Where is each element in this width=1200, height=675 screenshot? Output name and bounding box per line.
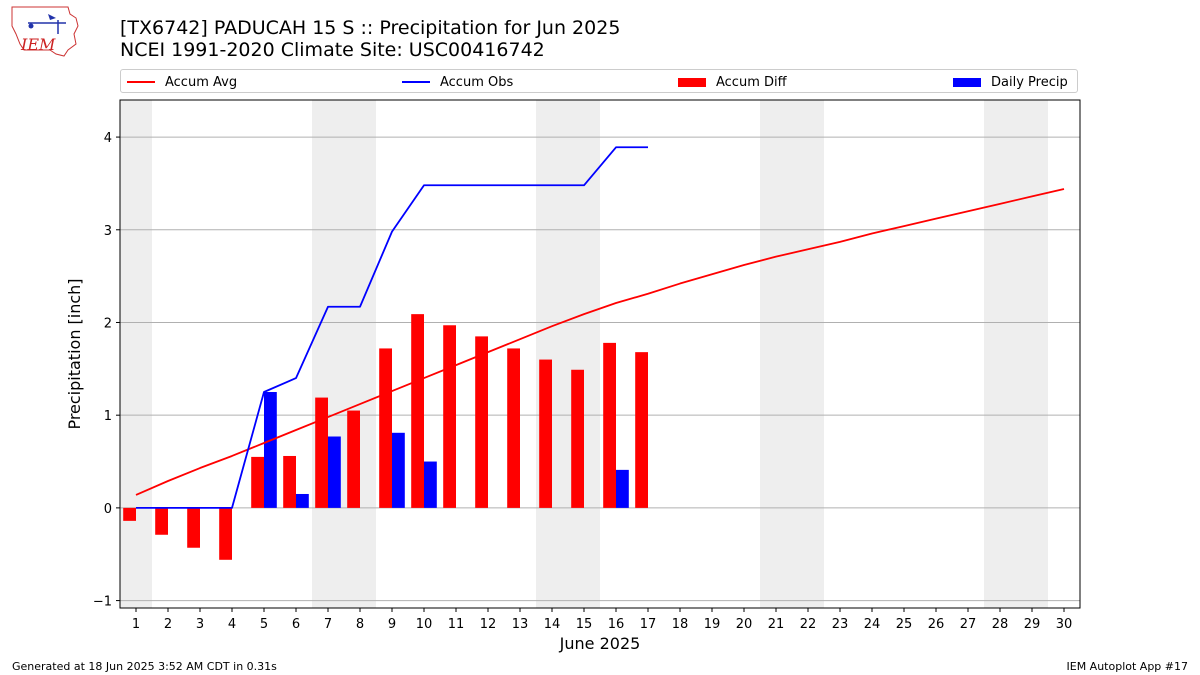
x-tick-label: 9 — [388, 617, 396, 632]
x-tick-label: 5 — [260, 617, 268, 632]
x-tick-label: 26 — [928, 617, 945, 632]
legend-label-accum-diff: Accum Diff — [716, 74, 787, 90]
app-label: IEM Autoplot App #17 — [1066, 660, 1189, 673]
bar-accum-diff — [379, 348, 392, 508]
x-tick-label: 27 — [960, 617, 977, 632]
x-tick-label: 22 — [800, 617, 817, 632]
x-tick-label: 30 — [1056, 617, 1073, 632]
line-accum-avg — [135, 188, 1065, 496]
bar-accum-diff — [507, 348, 520, 508]
x-tick-label: 1 — [132, 617, 140, 632]
bar-accum-diff — [443, 325, 456, 508]
x-tick-label: 7 — [324, 617, 332, 632]
bar-accum-diff — [539, 359, 552, 508]
logo-text: IEM — [20, 35, 56, 54]
x-tick-label: 3 — [196, 617, 204, 632]
legend: Accum Avg Accum Obs Accum Diff Daily Pre… — [120, 69, 1078, 93]
bar-accum-diff — [347, 410, 360, 508]
legend-item-accum-obs: Accum Obs — [402, 73, 513, 91]
legend-item-daily-precip: Daily Precip — [953, 73, 1068, 91]
bar-daily-precip — [328, 436, 341, 508]
legend-label-daily-precip: Daily Precip — [991, 74, 1068, 90]
bar-accum-diff — [155, 507, 168, 535]
y-axis-label: Precipitation [inch] — [65, 278, 84, 429]
x-tick-label: 19 — [704, 617, 721, 632]
x-tick-label: 14 — [544, 617, 561, 632]
x-tick-label: 20 — [736, 617, 753, 632]
y-tick-label: 4 — [104, 131, 112, 146]
y-tick-label: 2 — [104, 316, 112, 331]
weekend-shade-3 — [760, 100, 824, 608]
x-tick-label: 4 — [228, 617, 236, 632]
bar-daily-precip — [392, 432, 405, 508]
iem-logo: IEM — [11, 6, 79, 57]
x-tick-label: 8 — [356, 617, 364, 632]
weekend-shade-4 — [984, 100, 1048, 608]
x-tick-label: 21 — [768, 617, 785, 632]
bar-accum-diff — [603, 342, 616, 508]
x-tick-label: 15 — [576, 617, 593, 632]
legend-swatch-accum-avg — [127, 81, 155, 83]
x-tick-label: 11 — [448, 617, 465, 632]
x-tick-label: 13 — [512, 617, 529, 632]
x-tick-label: 6 — [292, 617, 300, 632]
bar-accum-diff — [187, 507, 200, 548]
y-tick-label: 1 — [104, 409, 112, 424]
x-tick-label: 25 — [896, 617, 913, 632]
x-tick-label: 2 — [164, 617, 172, 632]
bar-accum-diff — [635, 352, 648, 508]
weekend-shade-1 — [312, 100, 376, 608]
chart-title: [TX6742] PADUCAH 15 S :: Precipitation f… — [120, 17, 621, 39]
bar-daily-precip — [296, 493, 309, 508]
x-tick-label: 12 — [480, 617, 497, 632]
x-tick-label: 16 — [608, 617, 625, 632]
generated-timestamp: Generated at 18 Jun 2025 3:52 AM CDT in … — [12, 660, 277, 673]
legend-label-accum-obs: Accum Obs — [440, 74, 514, 90]
legend-swatch-accum-obs — [402, 81, 430, 83]
legend-item-accum-diff: Accum Diff — [678, 73, 787, 91]
bar-accum-diff — [283, 455, 296, 508]
x-axis-label: June 2025 — [559, 634, 641, 653]
legend-swatch-accum-diff — [678, 77, 706, 87]
legend-item-accum-avg: Accum Avg — [127, 73, 237, 91]
x-tick-label: 28 — [992, 617, 1009, 632]
x-tick-label: 29 — [1024, 617, 1041, 632]
chart-subtitle: NCEI 1991-2020 Climate Site: USC00416742 — [120, 39, 545, 61]
legend-swatch-daily-precip — [953, 77, 981, 87]
legend-label-accum-avg: Accum Avg — [165, 74, 238, 90]
line-accum-obs — [136, 146, 648, 509]
x-tick-label: 18 — [672, 617, 689, 632]
x-tick-label: 23 — [832, 617, 849, 632]
bar-accum-diff — [315, 397, 328, 508]
bar-accum-diff — [219, 507, 232, 560]
bar-accum-diff — [475, 336, 488, 508]
bar-daily-precip — [264, 392, 277, 508]
bar-accum-diff — [411, 314, 424, 508]
bar-accum-diff — [251, 456, 264, 508]
plot-frame — [119, 99, 1081, 609]
weekend-shade-0 — [120, 100, 152, 608]
x-tick-label: 24 — [864, 617, 881, 632]
bar-accum-diff — [123, 507, 136, 521]
y-tick-label: 3 — [104, 224, 112, 239]
y-tick-label: 0 — [104, 502, 112, 517]
x-tick-label: 10 — [416, 617, 433, 632]
x-tick-label: 17 — [640, 617, 657, 632]
bar-daily-precip — [616, 469, 629, 508]
bar-accum-diff — [571, 369, 584, 508]
bar-daily-precip — [424, 461, 437, 508]
y-tick-label: −1 — [93, 595, 112, 610]
weekend-shade-2 — [536, 100, 600, 608]
